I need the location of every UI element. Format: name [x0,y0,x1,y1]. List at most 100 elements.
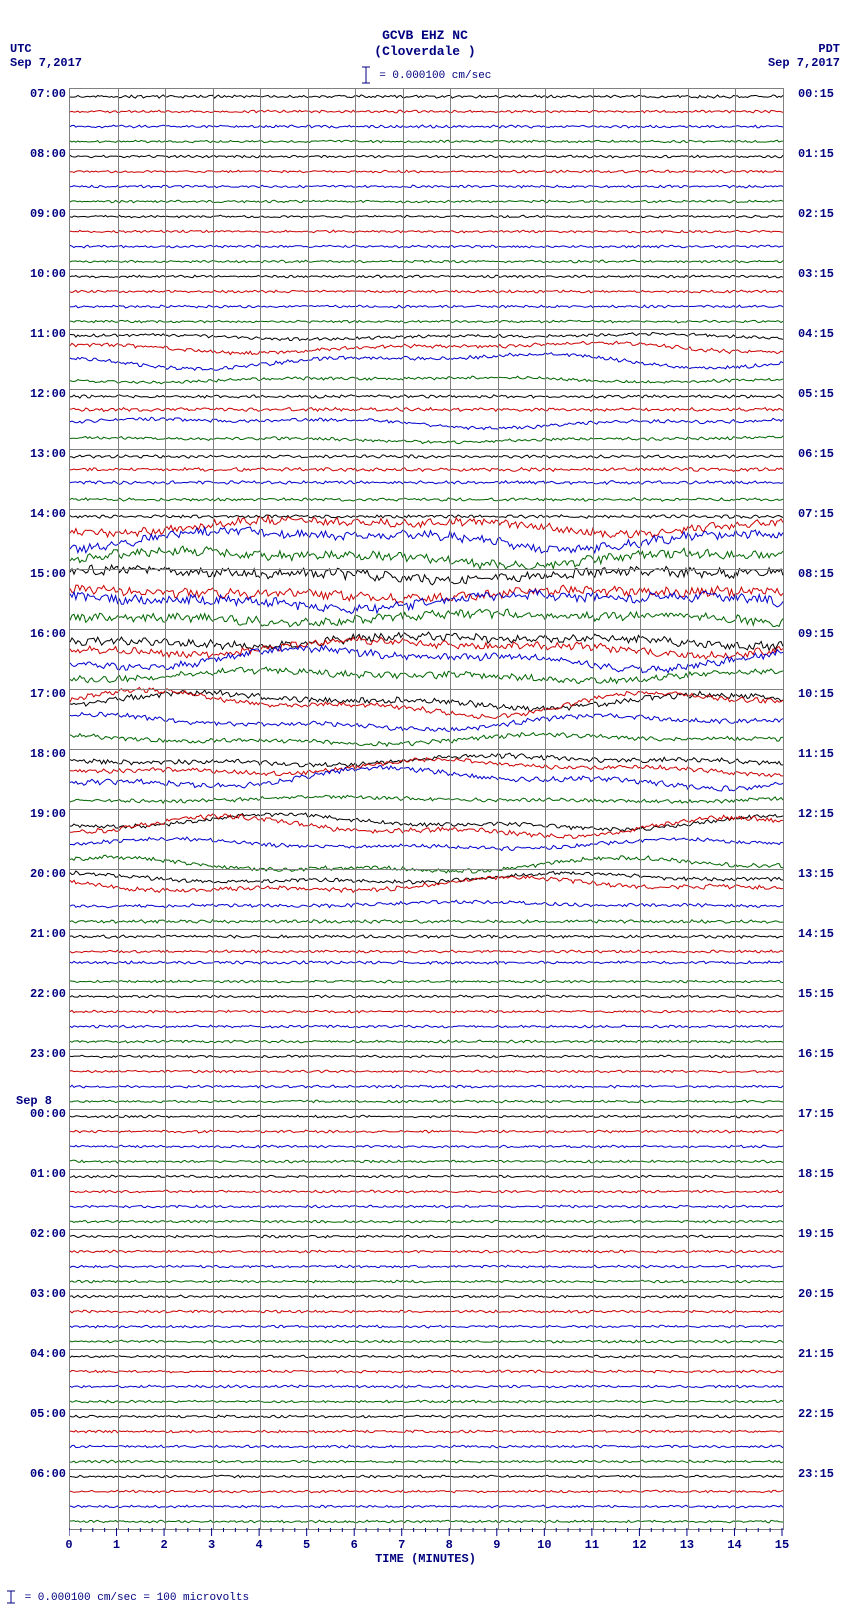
utc-time-label: 14:00 [16,507,66,521]
pdt-time-label: 09:15 [798,627,834,641]
utc-time-label: 13:00 [16,447,66,461]
gridline-h [70,869,783,870]
gridline-h [70,1109,783,1110]
scale-text: = 0.000100 cm/sec [379,70,491,82]
seismic-trace [70,1160,783,1163]
gridline-h [70,1229,783,1230]
gridline-h [70,629,783,630]
seismic-trace [70,565,783,585]
utc-time-label: 19:00 [16,807,66,821]
gridline-h [70,1409,783,1410]
seismic-trace [70,733,783,747]
seismic-trace [70,688,783,719]
pdt-time-label: 22:15 [798,1407,834,1421]
footer-scale-text: = 0.000100 cm/sec = 100 microvolts [25,1592,249,1604]
seismic-trace [70,935,783,938]
seismic-trace [70,609,783,627]
station-header: GCVB EHZ NC (Cloverdale ) [0,28,850,59]
utc-time-label: 00:00 [16,1107,66,1121]
utc-time-label: 22:00 [16,987,66,1001]
station-code: GCVB EHZ NC [0,28,850,44]
gridline-h [70,689,783,690]
utc-time-label: 11:00 [16,327,66,341]
utc-time-label: 05:00 [16,1407,66,1421]
x-axis-title: TIME (MINUTES) [69,1552,782,1566]
gridline-h [70,269,783,270]
gridline-h [70,389,783,390]
seismic-trace [70,1040,783,1043]
seismic-trace [70,1325,783,1328]
pdt-time-label: 16:15 [798,1047,834,1061]
x-tick-label: 2 [160,1538,167,1552]
pdt-time-label: 10:15 [798,687,834,701]
x-tick-label: 11 [585,1538,599,1552]
gridline-h [70,809,783,810]
gridline-h [70,1049,783,1050]
pdt-time-label: 12:15 [798,807,834,821]
utc-time-label: 01:00 [16,1167,66,1181]
seismic-trace [70,200,783,203]
seismic-trace [70,1205,783,1208]
x-tick-label: 8 [446,1538,453,1552]
seismic-trace [70,140,783,143]
seismic-trace [70,920,783,924]
utc-time-label: 06:00 [16,1467,66,1481]
seismic-trace [70,155,783,158]
seismic-trace [70,125,783,128]
x-tick-label: 0 [65,1538,72,1552]
pdt-time-label: 00:15 [798,87,834,101]
seismic-trace [70,766,783,791]
seismic-trace [70,1460,783,1463]
pdt-time-label: 01:15 [798,147,834,161]
seismic-trace [70,1235,783,1238]
seismic-trace [70,1100,783,1103]
gridline-h [70,569,783,570]
gridline-h [70,209,783,210]
seismic-trace [70,950,783,953]
seismic-trace [70,290,783,293]
tz-left-name: UTC [10,42,82,56]
seismic-trace [70,1475,783,1478]
x-tick-label: 9 [493,1538,500,1552]
seismic-trace [70,876,783,892]
seismic-trace [70,110,783,113]
pdt-time-label: 20:15 [798,1287,834,1301]
x-tick-label: 12 [632,1538,646,1552]
footer-scale: = 0.000100 cm/sec = 100 microvolts [4,1589,249,1605]
seismic-trace [70,1025,783,1028]
pdt-time-label: 14:15 [798,927,834,941]
scale-note: = 0.000100 cm/sec [0,65,850,85]
seismic-trace [70,712,783,731]
station-location: (Cloverdale ) [0,44,850,60]
seismic-trace [70,1310,783,1313]
utc-time-label: 07:00 [16,87,66,101]
utc-time-label: 18:00 [16,747,66,761]
utc-time-label: 10:00 [16,267,66,281]
seismic-trace [70,305,783,308]
scale-bar-icon [359,65,373,85]
seismic-trace [70,436,783,444]
seismic-trace [70,185,783,188]
seismic-trace [70,395,783,398]
seismic-trace [70,1010,783,1013]
seismic-trace [70,320,783,323]
seismic-trace [70,1190,783,1193]
seismic-trace [70,1145,783,1148]
seismic-trace [70,1490,783,1493]
seismic-trace [70,1055,783,1058]
utc-time-label: 23:00 [16,1047,66,1061]
utc-date-label: Sep 8 [16,1094,52,1108]
pdt-time-label: 15:15 [798,987,834,1001]
seismic-trace [70,1445,783,1448]
seismic-trace [70,1355,783,1358]
utc-time-label: 09:00 [16,207,66,221]
utc-time-label: 20:00 [16,867,66,881]
seismic-trace [70,408,783,412]
seismic-trace [70,632,783,650]
seismic-trace [70,333,783,341]
seismic-trace [70,515,783,519]
x-tick-label: 7 [398,1538,405,1552]
seismic-trace [70,1400,783,1403]
seismic-trace [70,260,783,263]
seismic-trace [70,376,783,384]
